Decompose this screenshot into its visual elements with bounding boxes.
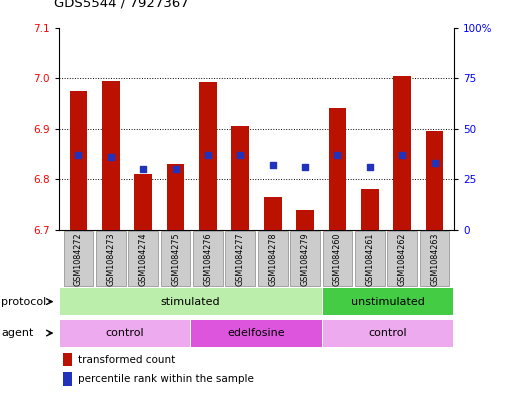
Text: GSM1084276: GSM1084276 (204, 233, 212, 286)
Text: percentile rank within the sample: percentile rank within the sample (77, 374, 253, 384)
FancyBboxPatch shape (323, 320, 453, 347)
Bar (167, 164, 185, 230)
FancyBboxPatch shape (225, 231, 255, 286)
FancyBboxPatch shape (60, 320, 190, 347)
Point (204, 152, 212, 158)
FancyBboxPatch shape (96, 231, 126, 286)
Text: unstimulated: unstimulated (351, 297, 425, 307)
FancyBboxPatch shape (323, 231, 352, 286)
Point (74, 152, 83, 158)
FancyBboxPatch shape (387, 231, 417, 286)
Bar (102, 81, 120, 230)
Bar (426, 131, 443, 230)
Point (430, 160, 439, 166)
FancyBboxPatch shape (60, 288, 322, 315)
Point (366, 164, 374, 170)
FancyBboxPatch shape (420, 231, 449, 286)
Point (269, 162, 277, 168)
Text: protocol: protocol (1, 297, 46, 307)
Bar (296, 209, 314, 230)
Point (333, 152, 342, 158)
FancyBboxPatch shape (355, 231, 385, 286)
Text: GSM1084278: GSM1084278 (268, 233, 277, 286)
Text: agent: agent (1, 328, 33, 338)
Point (171, 166, 180, 172)
Bar (63, 353, 72, 366)
Text: GSM1084274: GSM1084274 (139, 233, 148, 286)
Point (301, 164, 309, 170)
Text: GDS5544 / 7927367: GDS5544 / 7927367 (54, 0, 189, 10)
FancyBboxPatch shape (191, 320, 322, 347)
Point (236, 152, 244, 158)
Text: GSM1084260: GSM1084260 (333, 233, 342, 286)
FancyBboxPatch shape (258, 231, 288, 286)
FancyBboxPatch shape (290, 231, 320, 286)
Bar (70, 91, 87, 230)
Text: GSM1084279: GSM1084279 (301, 233, 309, 286)
Text: transformed count: transformed count (77, 354, 175, 365)
Text: edelfosine: edelfosine (228, 328, 285, 338)
Text: GSM1084263: GSM1084263 (430, 233, 439, 286)
Point (398, 152, 406, 158)
FancyBboxPatch shape (193, 231, 223, 286)
Text: GSM1084275: GSM1084275 (171, 233, 180, 286)
Point (107, 154, 115, 160)
Bar (328, 108, 346, 230)
FancyBboxPatch shape (161, 231, 190, 286)
Bar (264, 197, 282, 230)
Text: control: control (369, 328, 407, 338)
Text: GSM1084272: GSM1084272 (74, 233, 83, 286)
Bar (199, 82, 217, 230)
Bar (361, 189, 379, 230)
Text: GSM1084261: GSM1084261 (365, 233, 374, 286)
Text: stimulated: stimulated (161, 297, 221, 307)
FancyBboxPatch shape (64, 231, 93, 286)
Text: GSM1084273: GSM1084273 (106, 233, 115, 286)
Text: GSM1084277: GSM1084277 (236, 233, 245, 286)
Bar (134, 174, 152, 230)
FancyBboxPatch shape (323, 288, 453, 315)
Bar (63, 372, 72, 386)
Bar (393, 75, 411, 230)
Bar (231, 126, 249, 230)
FancyBboxPatch shape (128, 231, 158, 286)
Text: GSM1084262: GSM1084262 (398, 233, 407, 286)
Point (139, 166, 147, 172)
Text: control: control (106, 328, 144, 338)
